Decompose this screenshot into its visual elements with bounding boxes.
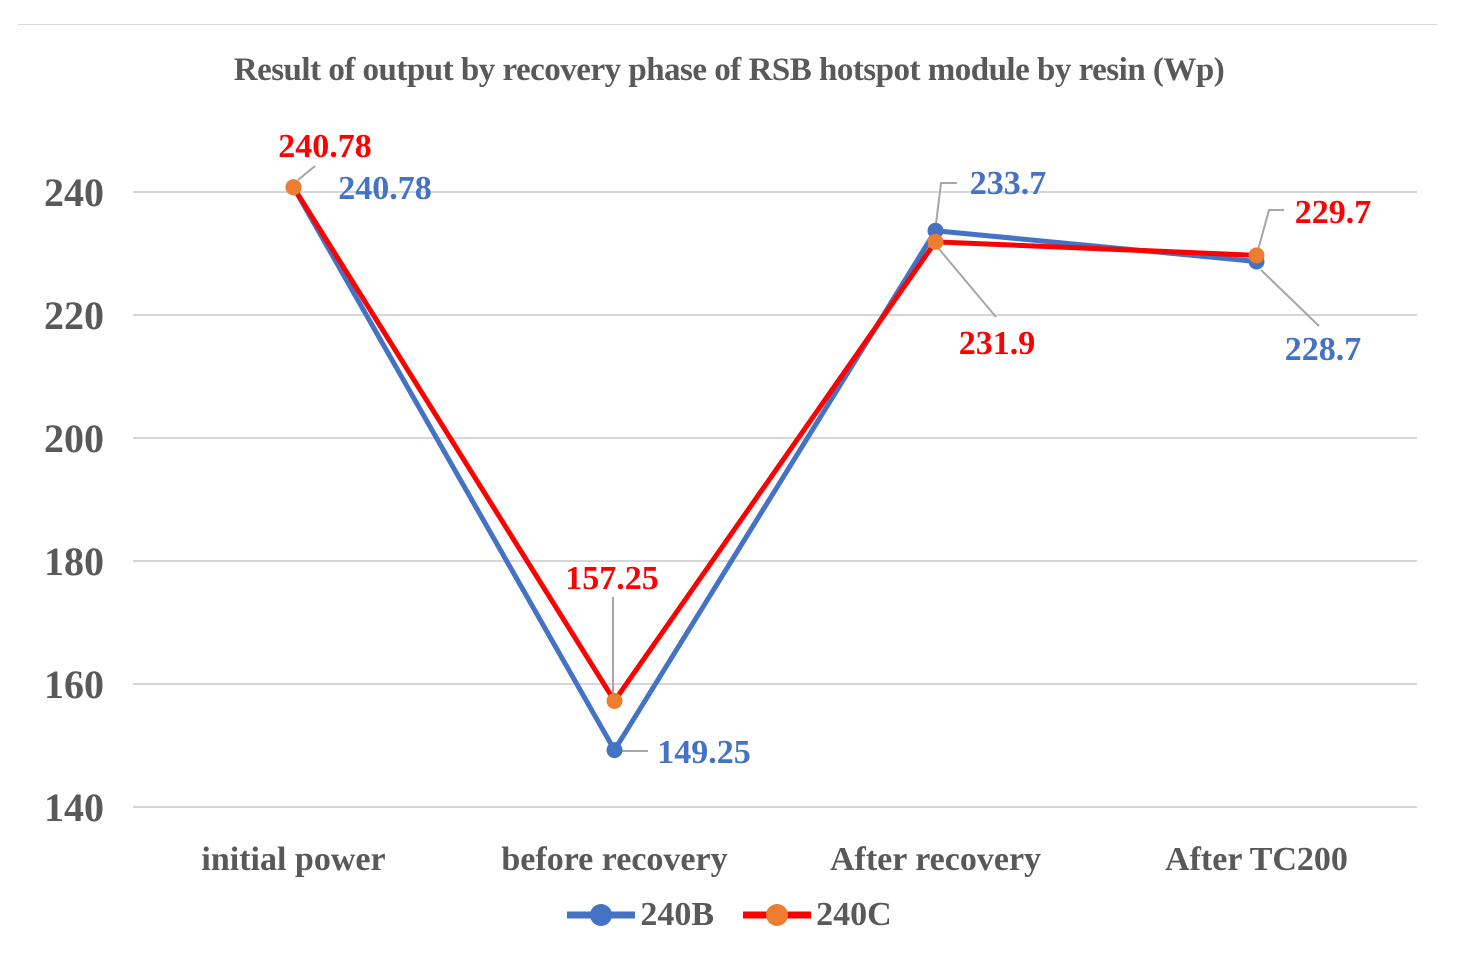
legend-label-240C: 240C	[816, 896, 892, 933]
legend-label-240B: 240B	[640, 896, 715, 933]
data-label-240B-after-tc200: 228.7	[1285, 331, 1362, 368]
series-line-240C	[291, 184, 1259, 704]
data-label-240B-initial-power: 240.78	[338, 170, 432, 207]
marker-240C-initial-power	[285, 179, 302, 196]
legend-swatch-240B-icon	[567, 904, 636, 926]
label-leader-line-240C-initial-power	[297, 165, 316, 181]
y-tick-label-200: 200	[44, 416, 104, 461]
label-leader-line-240B-after-recovery	[935, 182, 957, 225]
y-tick-label-160: 160	[44, 662, 104, 707]
y-tick-label-220: 220	[44, 293, 104, 338]
chart-title: Result of output by recovery phase of RS…	[233, 52, 1225, 88]
data-label-240C-after-recovery: 231.9	[959, 325, 1036, 362]
data-label-240B-after-recovery: 233.7	[970, 165, 1047, 202]
x-category-label-after-recovery: After recovery	[830, 841, 1041, 878]
data-label-240B-before-recovery: 149.25	[657, 734, 751, 771]
chart-legend: 240B 240C	[0, 898, 1458, 932]
label-leader-line-240C-after-recovery	[938, 248, 997, 318]
marker-240C-after-tc200	[1248, 247, 1265, 264]
marker-240C-after-recovery	[927, 233, 944, 250]
x-category-label-after-tc200: After TC200	[1165, 841, 1348, 878]
y-tick-label-180: 180	[44, 539, 104, 584]
marker-240C-before-recovery	[606, 692, 623, 709]
data-label-240C-initial-power: 240.78	[278, 128, 372, 165]
data-label-240C-after-tc200: 229.7	[1295, 194, 1372, 231]
marker-240B-before-recovery	[606, 742, 623, 759]
x-category-label-initial-power: initial power	[201, 841, 385, 878]
label-leader-line-240B-after-tc200	[1260, 269, 1320, 327]
y-tick-label-240: 240	[44, 170, 104, 215]
data-label-240C-before-recovery: 157.25	[565, 560, 659, 597]
legend-item-240C: 240C	[742, 898, 892, 932]
legend-item-240B: 240B	[566, 898, 714, 932]
x-category-label-before-recovery: before recovery	[501, 841, 727, 878]
label-leader-line-240C-after-tc200	[1257, 209, 1284, 251]
frame-top-border	[18, 24, 1437, 25]
legend-swatch-240C-icon	[743, 904, 812, 926]
y-tick-label-140: 140	[44, 785, 104, 830]
marker-240B-after-recovery	[927, 222, 944, 239]
